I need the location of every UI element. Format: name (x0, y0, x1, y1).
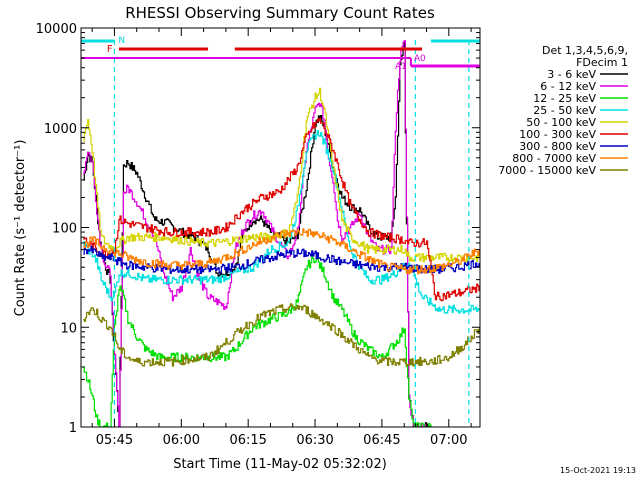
series-line-3 (83, 130, 480, 314)
annotation-layer: NF A1 A0 (81, 36, 480, 427)
flare-flag-label: F (107, 44, 113, 55)
y-axis: 1 10 100 1000 10000 (36, 22, 480, 436)
legend-label-4: 50 - 100 keV (526, 116, 596, 129)
attenuator-label-a1: A1 (395, 62, 407, 72)
x-tick-label: 05:45 (96, 433, 133, 448)
y-tick-label: 1 (69, 421, 77, 436)
legend-label-3: 25 - 50 keV (533, 104, 596, 117)
attenuator-label-a0: A0 (414, 54, 426, 64)
y-tick-label: 1000 (44, 122, 77, 137)
x-tick-label: 06:15 (229, 433, 266, 448)
y-tick-label: 100 (52, 222, 77, 237)
chart-title: RHESSI Observing Summary Count Rates (125, 4, 435, 22)
legend-label-7: 800 - 7000 keV (512, 152, 596, 165)
attenuator-label: N (118, 36, 125, 46)
legend-label-8: 7000 - 15000 keV (498, 164, 596, 177)
x-tick-label: 06:30 (296, 433, 333, 448)
legend-label-0: 3 - 6 keV (547, 68, 596, 81)
series-line-4 (83, 87, 480, 263)
series-layer (83, 40, 480, 427)
series-line-2 (83, 256, 432, 427)
legend-header-line-2: FDecim 1 (576, 56, 628, 69)
legend-label-1: 6 - 12 keV (540, 80, 596, 93)
y-axis-label: Count Rate (s⁻¹ detector⁻¹) (13, 140, 28, 317)
x-tick-label: 06:45 (363, 433, 400, 448)
plot-frame (80, 27, 481, 428)
timestamp: 15-Oct-2021 19:13 (560, 466, 636, 475)
series-line-0 (83, 41, 431, 427)
x-tick-label: 07:00 (430, 433, 467, 448)
x-axis: 05:45 06:00 06:15 06:30 06:45 07:00 (91, 28, 472, 448)
legend-label-5: 100 - 300 keV (519, 128, 596, 141)
x-tick-label: 06:00 (163, 433, 200, 448)
y-tick-label: 10 (60, 321, 77, 336)
legend-label-6: 300 - 800 keV (519, 140, 596, 153)
x-axis-label: Start Time (11-May-02 05:32:02) (173, 457, 387, 472)
series-line-7 (83, 228, 480, 275)
series-line-5 (83, 117, 480, 302)
legend-label-2: 12 - 25 keV (533, 92, 596, 105)
legend-header-line-1: Det 1,3,4,5,6,9, (542, 44, 628, 57)
series-line-8 (83, 303, 480, 367)
y-tick-label: 10000 (36, 22, 77, 37)
